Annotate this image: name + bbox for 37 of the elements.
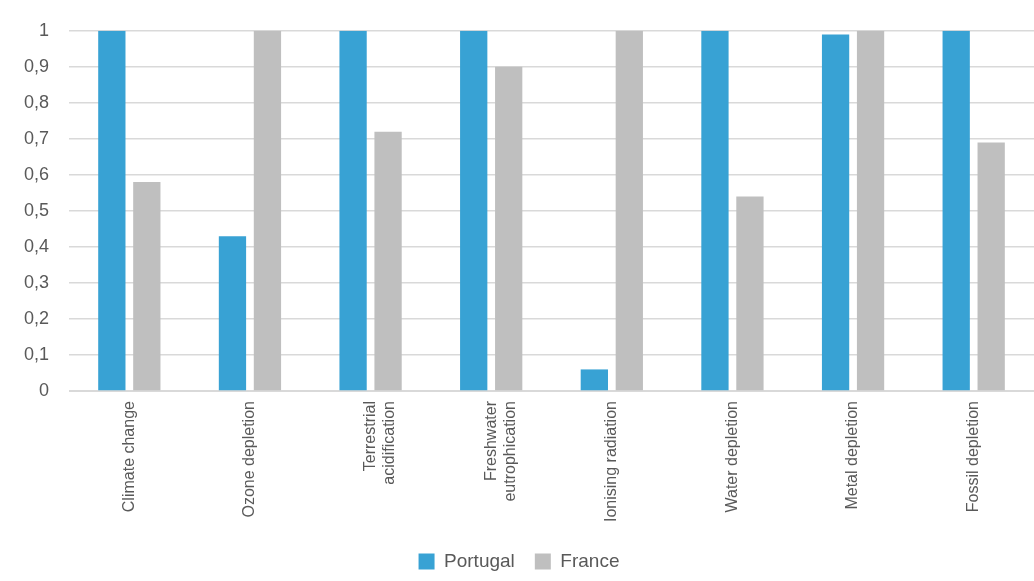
y-tick-label: 0,1	[23, 343, 50, 364]
bar	[218, 236, 247, 391]
y-tick-label: 1	[39, 19, 50, 40]
bar	[133, 182, 161, 391]
bar	[856, 30, 885, 391]
x-tick-label: Terrestrial acidification	[360, 401, 398, 485]
legend-label: Portugal	[444, 549, 515, 571]
y-tick-label: 0	[39, 380, 50, 400]
bar	[339, 30, 367, 391]
y-tick-label: 0,4	[23, 235, 50, 256]
x-tick-label: Freshwater eutrophication	[481, 400, 518, 502]
bar	[821, 34, 850, 391]
x-tick-label: Ozone depletion	[240, 401, 258, 518]
bar	[615, 30, 643, 391]
y-tick-label: 0,9	[23, 55, 50, 76]
y-tick-label: 0,3	[23, 271, 50, 292]
y-tick-label: 0,2	[23, 307, 50, 328]
x-tick-label: Metal depletion	[843, 401, 861, 510]
bar	[98, 30, 126, 391]
bar	[942, 30, 970, 391]
y-tick-label: 0,6	[23, 163, 50, 184]
bar	[495, 66, 523, 391]
legend-label: France	[560, 549, 620, 571]
x-tick-label: Fossil depletion	[964, 401, 982, 513]
x-tick-label: Water depletion	[722, 401, 740, 513]
y-tick-label: 0,7	[23, 127, 50, 148]
bar	[253, 30, 282, 391]
y-tick-label: 0,5	[23, 199, 50, 220]
x-tick-label: Climate change	[119, 400, 137, 513]
y-tick-label: 0,8	[23, 91, 50, 112]
bar	[736, 196, 764, 391]
bar	[374, 131, 402, 391]
bar	[977, 142, 1005, 391]
bar	[580, 369, 608, 391]
bar	[460, 30, 488, 391]
x-tick-label: Ionising radiation	[602, 401, 620, 522]
bar	[701, 30, 729, 391]
